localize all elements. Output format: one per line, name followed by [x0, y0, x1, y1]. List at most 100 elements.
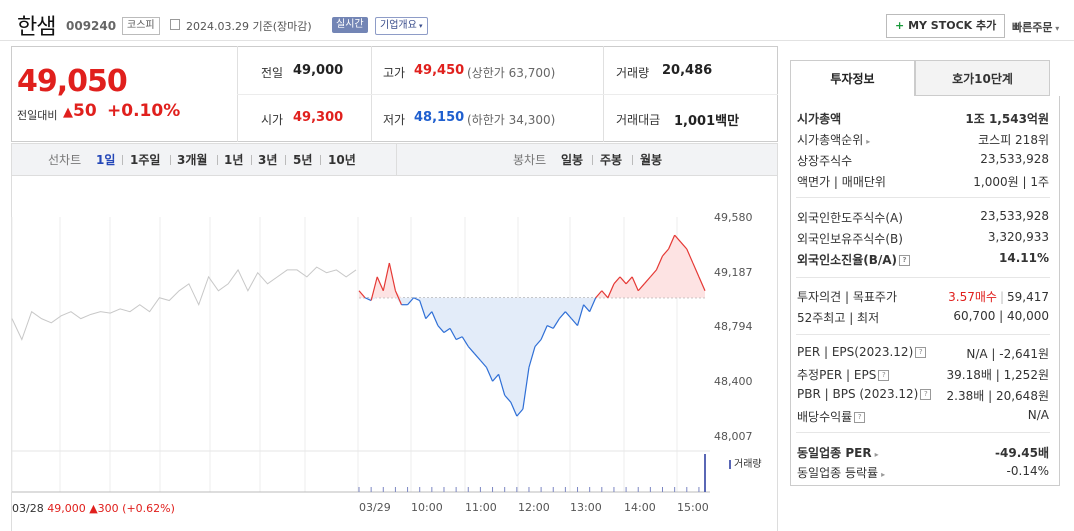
today-price-segment [619, 276, 627, 285]
tab-divider [285, 155, 286, 165]
info-icon[interactable]: ? [899, 255, 911, 266]
info-icon[interactable]: ? [915, 347, 927, 358]
today-price-segment [516, 408, 524, 417]
chart-toolbar [11, 143, 778, 176]
market-cap-rank-value: 코스피 218위 [978, 133, 1049, 147]
panel-divider [796, 432, 1050, 433]
period-1d-tab[interactable]: 1일 [96, 153, 116, 167]
dividend-yield-value: N/A [1027, 408, 1049, 422]
market-cap-rank[interactable]: 시가총액순위 ▸ [797, 131, 870, 148]
amount-number: 1,001 [674, 114, 716, 129]
market-badge: 코스피 [122, 17, 160, 35]
today-price-segment [431, 311, 439, 326]
foreign-ratio-label: 외국인소진율(B/A) [797, 253, 898, 267]
foreign-holding-value: 3,320,933 [987, 230, 1049, 244]
today-price-segment [564, 311, 572, 320]
today-price-segment [498, 374, 506, 396]
pipe-separator: | [999, 290, 1004, 304]
pbr-bps-value: 2.38배 | 20,648원 [946, 389, 1049, 403]
amount-unit: 백만 [715, 114, 740, 129]
today-price-segment [455, 336, 463, 341]
up-area [359, 235, 705, 298]
period-1y-tab[interactable]: 1년 [224, 153, 244, 167]
realtime-button[interactable]: 실시간 [332, 17, 368, 33]
today-price-segment [583, 304, 591, 313]
dividend-yield-label: 배당수익률 [797, 410, 853, 424]
today-price-segment [631, 276, 639, 292]
today-price-segment [413, 297, 420, 302]
today-price-segment [504, 394, 512, 403]
today-price-segment [388, 262, 397, 291]
tab-order-book[interactable]: 호가10단계 [915, 60, 1050, 96]
info-icon[interactable]: ? [854, 412, 866, 423]
prev-day-price: 49,000 [47, 502, 86, 515]
today-price-segment [485, 367, 494, 382]
today-price-segment [680, 241, 688, 250]
foreign-ratio: 외국인소진율(B/A)? [797, 251, 911, 268]
today-price-segment [461, 336, 469, 347]
period-5y-tab[interactable]: 5년 [293, 153, 313, 167]
y-tick-label: 48,400 [714, 375, 753, 388]
est-per-eps-label: 추정PER | EPS [797, 368, 877, 382]
prev-day-summary: 03/28 49,000 ▲300 (+0.62%) [12, 502, 175, 515]
today-price-segment [601, 290, 609, 299]
period-10y-tab[interactable]: 10년 [328, 153, 356, 167]
prev-day-change: 300 (+0.62%) [97, 502, 175, 515]
x-tick-label: 11:00 [465, 501, 497, 514]
opinion-value: 3.57매수 | 59,417 [948, 288, 1049, 305]
industry-per[interactable]: 동일업종 PER ▸ [797, 444, 879, 461]
today-price-segment [358, 290, 366, 299]
period-3m-tab[interactable]: 3개월 [177, 153, 208, 167]
opinion-label: 투자의견 | 목표주가 [797, 290, 897, 304]
my-stock-add-button[interactable]: + MY STOCK 추가 [886, 14, 1006, 38]
period-3y-tab[interactable]: 3년 [258, 153, 278, 167]
panel-divider [796, 334, 1050, 335]
industry-per-label: 동일업종 PER [797, 446, 872, 460]
plus-icon: + [895, 19, 905, 32]
fast-order-button[interactable]: 빠른주문 ▾ [1012, 19, 1059, 35]
today-price-segment [607, 283, 615, 298]
today-price-segment [662, 248, 670, 257]
today-price-segment [552, 318, 560, 329]
my-stock-label: MY STOCK 추가 [908, 19, 997, 32]
info-icon[interactable]: ? [920, 389, 932, 400]
high-value: 49,450 [414, 63, 465, 78]
candle-weekly-tab[interactable]: 주봉 [600, 153, 623, 167]
candle-daily-tab[interactable]: 일봉 [561, 153, 584, 167]
y-tick-label: 48,794 [714, 320, 753, 333]
info-icon[interactable]: ? [878, 370, 890, 381]
quote-row-divider [237, 94, 778, 95]
tab-divider [217, 155, 218, 165]
prev-day-date: 03/28 [12, 502, 44, 515]
prev-close-value: 49,000 [293, 63, 344, 78]
today-price-segment [674, 234, 682, 243]
market-cap-value: 1조 1,543억원 [965, 112, 1049, 126]
industry-change[interactable]: 동일업종 등락률 ▸ [797, 464, 885, 481]
today-price-segment [576, 304, 585, 326]
per-eps-label: PER | EPS(2023.12) [797, 345, 914, 359]
volume-legend-mark [729, 459, 731, 469]
today-price-segment [437, 325, 445, 333]
tab-invest-info[interactable]: 투자정보 [790, 60, 915, 96]
volume-legend-label: 거래량 [734, 459, 762, 470]
opinion-score: 3.57매수 [948, 290, 997, 304]
y-tick-label: 49,580 [714, 211, 753, 224]
foreign-limit-label: 외국인한도주식수(A) [797, 211, 903, 225]
listed-shares-label: 상장주식수 [797, 154, 853, 168]
today-price-segment [492, 373, 500, 382]
x-tick-label: 03/29 [359, 501, 391, 514]
today-price-segment [425, 311, 433, 320]
foreign-limit-value: 23,533,928 [980, 209, 1049, 223]
period-1w-tab[interactable]: 1주일 [130, 153, 161, 167]
upper-limit: (상한가 63,700) [467, 66, 556, 80]
stock-name: 한샘 [17, 15, 56, 40]
today-price-segment [571, 318, 578, 326]
tab-divider [122, 155, 123, 165]
change-amount: 50 [73, 101, 97, 121]
company-overview-button[interactable]: 기업개요 ▾ [375, 17, 428, 35]
stock-code: 009240 [66, 19, 117, 33]
lower-limit: (하한가 34,300) [467, 113, 556, 127]
today-price-segment [382, 262, 390, 291]
line-chart-label: 선차트 [48, 153, 82, 167]
candle-monthly-tab[interactable]: 월봉 [640, 153, 663, 167]
